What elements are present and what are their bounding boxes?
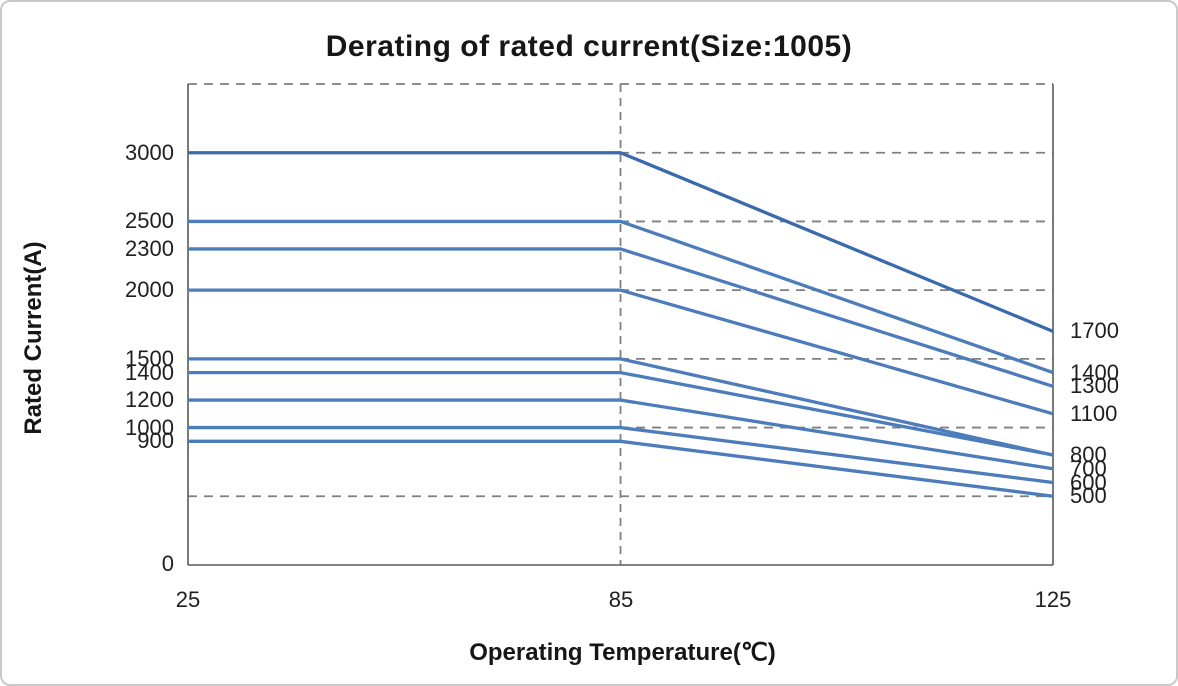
series-line-1400A [188, 370, 1054, 457]
x-tick-125: 125 [1034, 587, 1072, 612]
series-line-1500A [188, 357, 1054, 457]
y-tick-left-2500: 2500 [125, 208, 174, 233]
series-line-900A [188, 439, 1054, 498]
y-tick-left-0: 0 [161, 551, 174, 576]
x-axis-title: Operating Temperature(℃) [469, 639, 776, 666]
series-line-2000A [188, 288, 1054, 416]
series-line-2300A [188, 247, 1054, 388]
y-tick-right-1700: 1700 [1070, 318, 1119, 343]
series-line-1000A [188, 425, 1054, 485]
series-line-1200A [188, 398, 1054, 471]
y-tick-right-1100: 1100 [1070, 401, 1118, 426]
y-tick-right-600: 600 [1070, 470, 1107, 495]
y-tick-left-2000: 2000 [125, 277, 174, 302]
y-tick-right-800: 800 [1070, 442, 1107, 467]
series-line-2500A [188, 219, 1054, 375]
series-line-3000A [188, 151, 1054, 333]
chart-title: Derating of rated current(Size:1005) [325, 30, 853, 63]
y-tick-left-1500: 1500 [125, 346, 174, 371]
y-tick-right-700: 700 [1070, 456, 1107, 481]
y-tick-left-900: 900 [137, 428, 174, 453]
y-tick-right-500: 500 [1070, 483, 1107, 508]
x-tick-85: 85 [608, 587, 634, 612]
y-tick-left-1400: 1400 [125, 360, 174, 385]
y-tick-right-1300: 1300 [1070, 373, 1119, 398]
y-tick-left-3000: 3000 [125, 140, 174, 165]
y-tick-left-1000: 1000 [125, 415, 174, 440]
y-tick-left-1200: 1200 [125, 387, 174, 412]
x-tick-25: 25 [175, 587, 201, 612]
y-tick-right-1400: 1400 [1070, 360, 1119, 385]
y-tick-left-2300: 2300 [125, 236, 174, 261]
